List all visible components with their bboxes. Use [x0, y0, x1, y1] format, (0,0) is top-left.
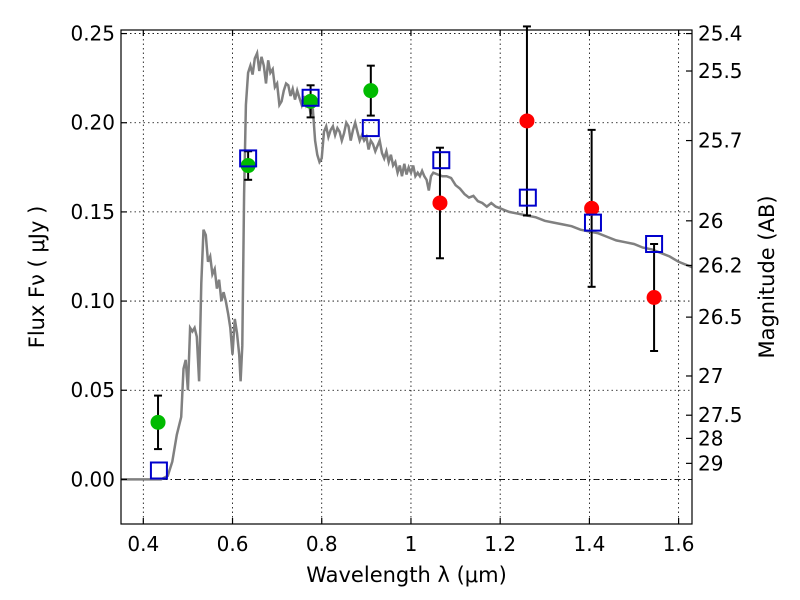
- y-tick-label: 0.25: [70, 22, 115, 46]
- x-tick-label: 0.6: [217, 532, 249, 556]
- right-axis-label: Magnitude (AB): [755, 195, 779, 358]
- x-tick-label: 1.2: [484, 532, 516, 556]
- data-point-square: [645, 235, 664, 254]
- data-point-square: [301, 88, 320, 107]
- data-point-circle: [646, 290, 662, 306]
- data-point-square: [149, 461, 168, 480]
- data-point-circle: [584, 200, 600, 216]
- axis-ticks: 0.4 0.6 0.8 1 1.2 1.4 1.6 0.00 0.05 0.10 0.15 0.20 0…: [70, 22, 742, 556]
- y-tick-label: 0.20: [70, 111, 115, 135]
- data-point-square: [583, 213, 602, 232]
- x-tick-label: 0.4: [127, 532, 159, 556]
- data-point-square: [361, 119, 380, 138]
- data-points: [149, 25, 664, 480]
- right-tick-label: 26.5: [698, 305, 743, 329]
- x-tick-label: 1: [405, 532, 418, 556]
- model-spectrum-curve: [121, 48, 693, 481]
- y-tick-label: 0.05: [70, 378, 115, 402]
- right-tick-label: 26: [698, 209, 723, 233]
- data-point-circle: [150, 414, 166, 430]
- right-tick-label: 25.5: [698, 59, 743, 83]
- x-tick-label: 1.6: [663, 532, 695, 556]
- y-tick-label: 0.10: [70, 289, 115, 313]
- data-point-square: [432, 151, 451, 170]
- data-point-square: [239, 149, 258, 168]
- data-point-square: [518, 188, 537, 207]
- data-point-circle: [363, 83, 379, 99]
- y-tick-label: 0.00: [70, 467, 115, 491]
- right-tick-label: 26.2: [698, 253, 743, 277]
- y-axis-label: Flux Fν ( μJy ): [25, 206, 49, 349]
- x-tick-label: 0.8: [306, 532, 338, 556]
- right-tick-label: 29: [698, 451, 723, 475]
- x-axis-label: Wavelength λ (μm): [306, 563, 507, 587]
- data-point-circle: [519, 113, 535, 129]
- grid-lines: [121, 30, 692, 524]
- right-tick-label: 28: [698, 426, 723, 450]
- right-tick-label: 27.5: [698, 403, 743, 427]
- data-point-circle: [432, 195, 448, 211]
- right-tick-label: 25.4: [698, 22, 743, 46]
- right-tick-label: 27: [698, 364, 723, 388]
- right-tick-label: 25.7: [698, 129, 743, 153]
- x-tick-label: 1.4: [573, 532, 605, 556]
- y-tick-label: 0.15: [70, 200, 115, 224]
- plot-frame: [120, 29, 693, 525]
